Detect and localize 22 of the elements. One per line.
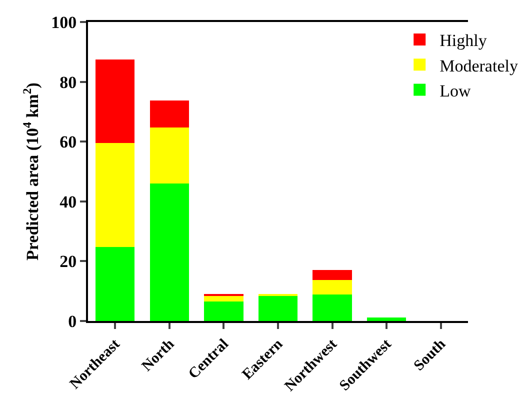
y-tick-label: 0 <box>68 312 77 331</box>
bar <box>312 270 352 280</box>
bar <box>367 318 406 321</box>
bar <box>150 100 189 128</box>
bar <box>150 183 189 321</box>
bar <box>150 127 189 184</box>
y-tick-label: 80 <box>60 72 77 92</box>
y-tick-label: 100 <box>51 12 77 32</box>
y-tick-label: 20 <box>60 252 77 272</box>
bar <box>258 295 298 321</box>
legend-label: Highly <box>440 31 488 50</box>
y-tick-label: 40 <box>60 192 77 212</box>
bar <box>312 280 352 294</box>
bar <box>204 296 244 302</box>
bar <box>96 142 135 248</box>
y-tick-label: 60 <box>60 132 77 152</box>
bar <box>96 247 135 321</box>
bar <box>204 302 244 321</box>
bar <box>312 294 352 321</box>
legend-label: Low <box>440 81 472 100</box>
bar <box>96 60 135 143</box>
legend-label: Moderately <box>440 56 518 76</box>
